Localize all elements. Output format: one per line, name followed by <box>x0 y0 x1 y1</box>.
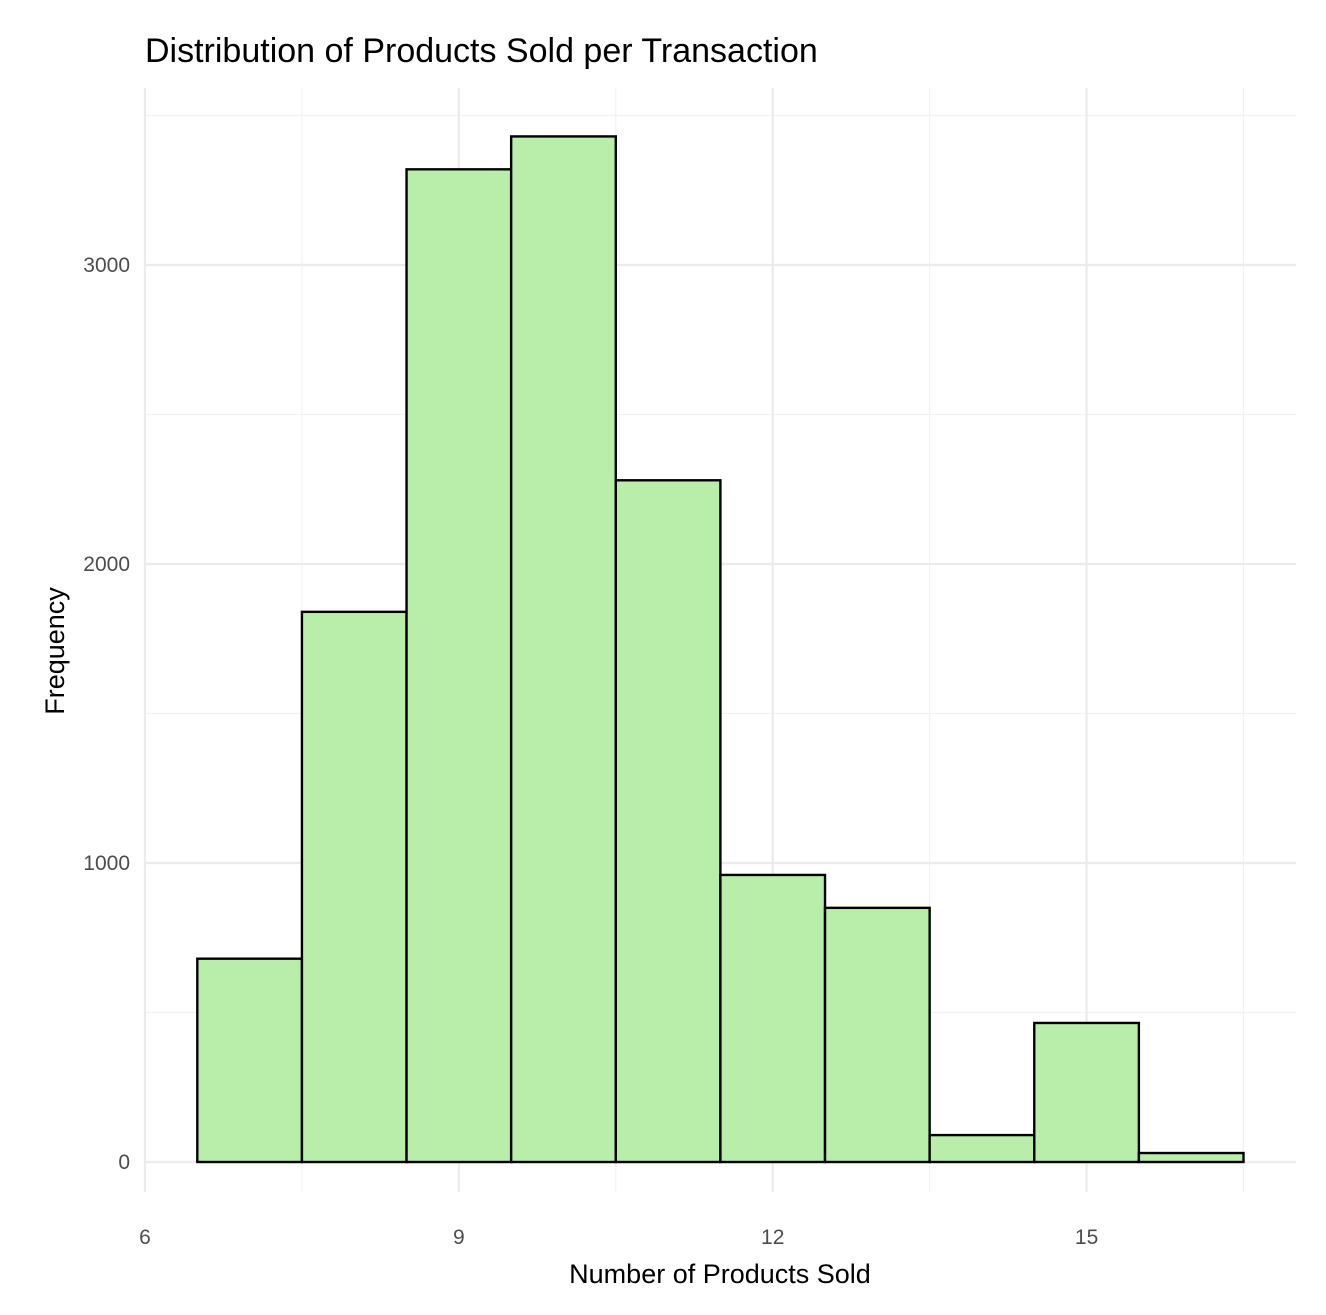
x-tick-label: 12 <box>761 1226 784 1249</box>
y-tick-label: 3000 <box>83 254 130 277</box>
x-tick-label: 6 <box>139 1226 151 1249</box>
histogram-bar <box>196 957 304 1164</box>
x-tick-label: 9 <box>453 1226 465 1249</box>
y-axis-title: Frequency <box>40 587 70 715</box>
histogram-bar <box>928 1133 1036 1164</box>
y-tick-label: 2000 <box>83 553 130 576</box>
bars-layer <box>196 135 1245 1164</box>
histogram-bar <box>405 168 513 1164</box>
x-axis-title: Number of Products Sold <box>569 1259 871 1289</box>
histogram-bar <box>1033 1021 1141 1164</box>
tick-labels-layer: 0 1000 2000 3000 6 9 12 15 <box>83 254 1098 1249</box>
histogram-bar <box>614 479 722 1164</box>
x-tick-label: 15 <box>1075 1226 1098 1249</box>
chart-title: Distribution of Products Sold per Transa… <box>145 32 818 70</box>
y-tick-label: 0 <box>118 1151 130 1174</box>
histogram-bar <box>1137 1151 1245 1164</box>
histogram-bar <box>300 610 408 1164</box>
histogram-bar <box>823 906 931 1164</box>
histogram-bar <box>509 135 617 1164</box>
y-tick-label: 1000 <box>83 852 130 875</box>
histogram-bar <box>719 873 827 1164</box>
